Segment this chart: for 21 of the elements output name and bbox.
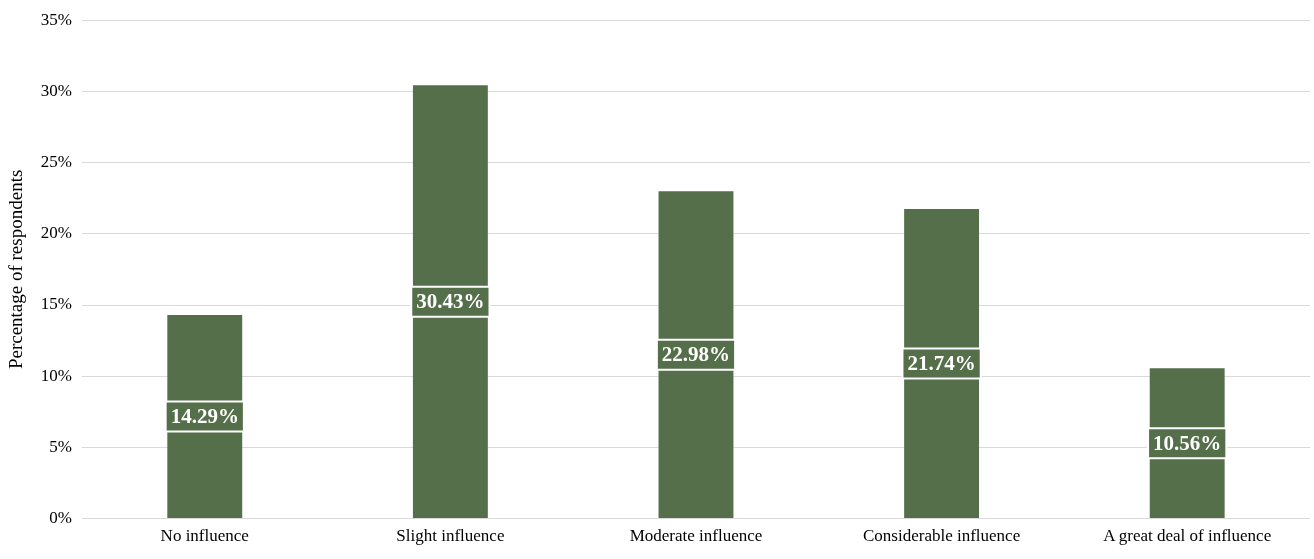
y-tick-label: 30% — [40, 80, 72, 100]
data-label: 30.43% — [416, 289, 485, 314]
data-label: 22.98% — [661, 342, 731, 367]
y-tick-label: 20% — [40, 223, 72, 243]
data-label: 10.56% — [1153, 430, 1222, 455]
y-tick-label: 15% — [40, 294, 72, 314]
y-tick-label: 0% — [49, 508, 72, 528]
y-tick-label: 35% — [40, 9, 72, 29]
x-tick-label: A great deal of influence — [1103, 526, 1272, 546]
x-tick-label: No influence — [160, 526, 249, 546]
y-axis-title: Percentage of respondents — [5, 169, 27, 370]
y-tick-label: 10% — [40, 365, 72, 385]
bar — [412, 85, 488, 519]
y-tick-label: 5% — [49, 436, 72, 456]
x-tick-label: Slight influence — [396, 526, 505, 546]
data-label: 21.74% — [907, 350, 976, 375]
y-tick-label: 25% — [40, 152, 72, 172]
x-tick-label: Considerable influence — [862, 526, 1021, 546]
data-label: 14.29% — [170, 404, 239, 429]
bar — [904, 209, 980, 519]
x-tick-label: Moderate influence — [629, 526, 763, 546]
